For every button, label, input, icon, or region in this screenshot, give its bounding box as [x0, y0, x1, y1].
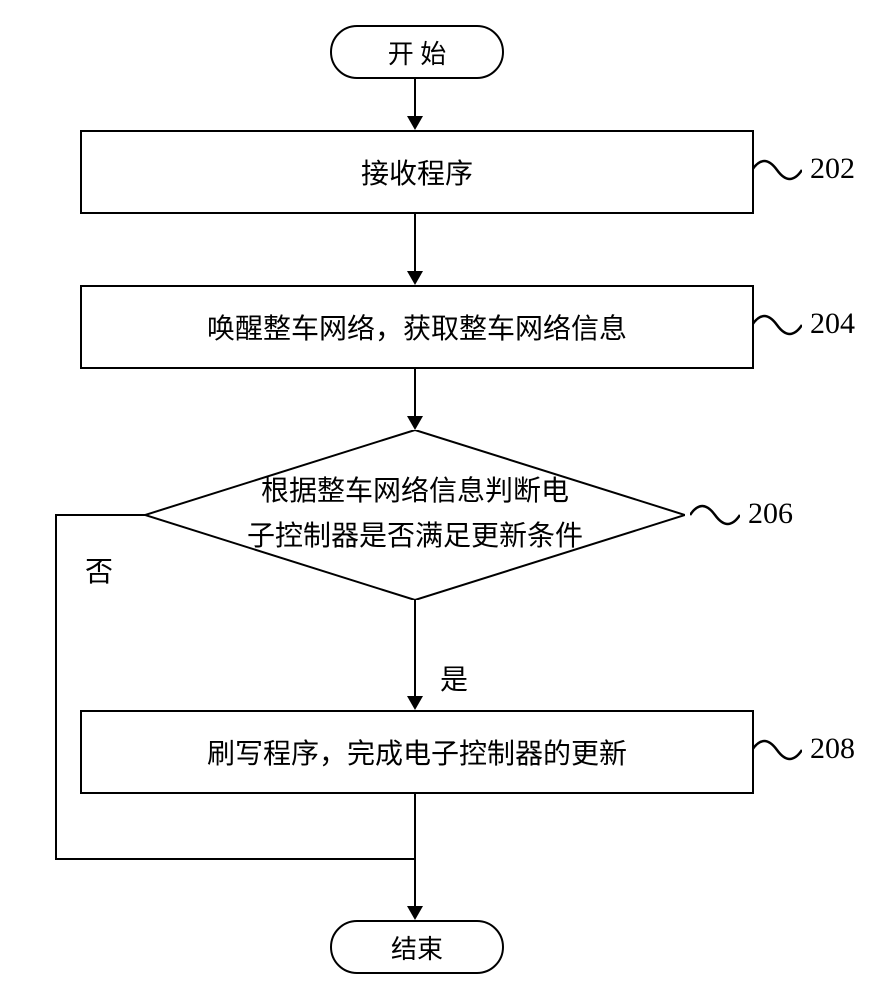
- step-number-204: 204: [810, 307, 855, 341]
- connector-wave-204: [752, 305, 802, 345]
- yes-label: 是: [440, 658, 468, 698]
- arrow-merge-end: [407, 906, 423, 920]
- step-number-202: 202: [810, 152, 855, 186]
- edge-start-202: [414, 77, 416, 117]
- decision-206: 根据整车网络信息判断电 子控制器是否满足更新条件: [145, 430, 685, 600]
- decision-206-line1: 根据整车网络信息判断电: [261, 476, 569, 507]
- edge-208-merge: [414, 792, 416, 860]
- edge-no-horizontal: [55, 514, 145, 516]
- decision-206-line2: 子控制器是否满足更新条件: [247, 521, 583, 552]
- process-208: 刷写程序，完成电子控制器的更新: [80, 710, 754, 794]
- edge-no-vertical: [55, 514, 57, 859]
- process-204: 唤醒整车网络，获取整车网络信息: [80, 285, 754, 369]
- step-number-208: 208: [810, 732, 855, 766]
- arrow-204-206: [407, 416, 423, 430]
- arrow-202-204: [407, 271, 423, 285]
- process-202: 接收程序: [80, 130, 754, 214]
- arrow-yes: [407, 696, 423, 710]
- edge-merge-end: [414, 858, 416, 907]
- start-label: 开 始: [388, 34, 447, 71]
- process-208-label: 刷写程序，完成电子控制器的更新: [207, 732, 627, 772]
- edge-yes: [414, 600, 416, 697]
- process-202-label: 接收程序: [361, 152, 473, 192]
- arrow-start-202: [407, 116, 423, 130]
- start-node: 开 始: [330, 25, 504, 79]
- end-node: 结束: [330, 920, 504, 974]
- step-number-206: 206: [748, 497, 793, 531]
- process-204-label: 唤醒整车网络，获取整车网络信息: [207, 307, 627, 347]
- edge-202-204: [414, 212, 416, 272]
- end-label: 结束: [391, 929, 443, 966]
- edge-204-206: [414, 367, 416, 417]
- no-label: 否: [85, 550, 113, 590]
- connector-wave-202: [752, 150, 802, 190]
- connector-wave-206: [690, 495, 740, 535]
- connector-wave-208: [752, 730, 802, 770]
- edge-no-bottom: [55, 858, 414, 860]
